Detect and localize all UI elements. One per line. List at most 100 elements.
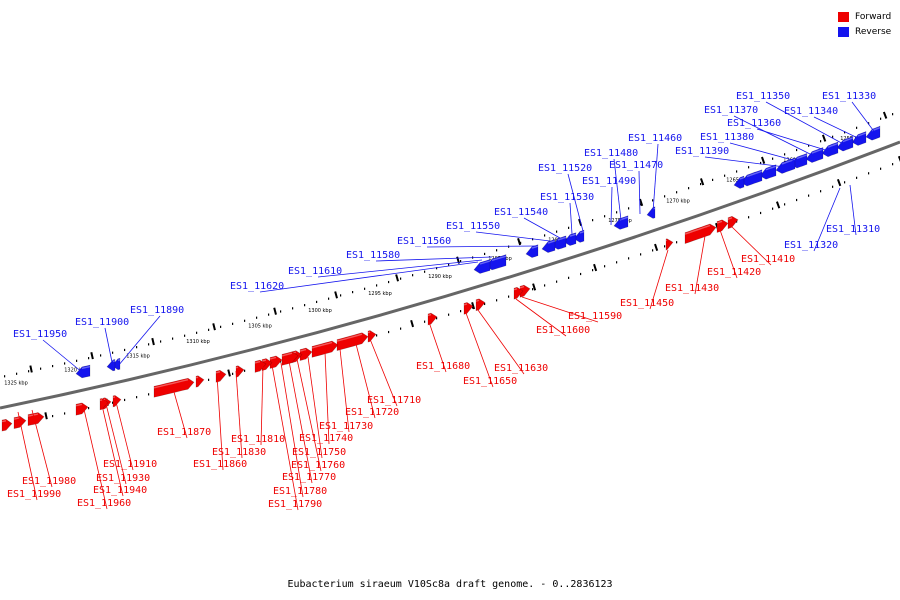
reverse-gene: [836, 135, 854, 152]
genome-caption: Eubacterium siraeum V10Sc8a draft genome…: [287, 579, 613, 590]
gene-highlight: [367, 331, 371, 334]
track-dot: [112, 401, 114, 404]
leader-line: [426, 245, 537, 248]
track-dot: [580, 272, 582, 276]
forward-gene: [195, 375, 205, 388]
gene-label: ES1_11710: [367, 395, 421, 406]
reverse-track: [75, 125, 881, 379]
gene-label: ES1_11610: [288, 266, 342, 277]
leader-line: [173, 391, 188, 439]
gene-label: ES1_11750: [292, 447, 346, 458]
leader-line: [428, 321, 447, 373]
gene-highlight: [81, 365, 91, 370]
gene-label: ES1_11420: [707, 267, 761, 278]
track-dot: [820, 190, 822, 193]
gene-label: ES1_11980: [22, 476, 76, 487]
track-dot: [664, 245, 666, 248]
leader-line: [355, 343, 376, 419]
forward-swatch: [838, 11, 849, 22]
leader-line: [730, 225, 772, 266]
track-dot: [652, 249, 654, 252]
track-dot: [244, 319, 246, 322]
track-dot: [256, 316, 258, 319]
track-dot: [772, 157, 774, 160]
gene-label: ES1_11360: [727, 118, 781, 129]
track-dot: [424, 270, 426, 273]
leader-line: [307, 356, 323, 459]
leader-line: [235, 370, 243, 459]
gene-label: ES1_11350: [736, 91, 790, 102]
track-major-tick: [395, 274, 400, 282]
leader-line: [733, 115, 817, 158]
gene-label: ES1_11770: [282, 472, 336, 483]
track-dot: [796, 148, 798, 152]
gene-label: ES1_11580: [346, 250, 400, 261]
track-major-tick: [593, 263, 598, 272]
gene-label: ES1_11650: [463, 376, 517, 387]
track-dot: [880, 117, 882, 120]
track-dot: [268, 313, 270, 316]
gene-label: ES1_11330: [822, 91, 876, 102]
leader-line: [765, 101, 848, 147]
track-dot: [460, 260, 462, 263]
gene-label: ES1_11530: [540, 192, 594, 203]
track-major-tick: [821, 134, 827, 142]
track-dot: [868, 172, 870, 175]
gene-label: ES1_11540: [494, 207, 548, 218]
track-dot: [844, 131, 846, 134]
leader-line: [104, 327, 114, 368]
track-dot: [364, 287, 366, 290]
gene-highlight: [1, 420, 7, 423]
track-dot: [508, 295, 510, 298]
forward-gene: [311, 340, 339, 358]
track-major-tick: [897, 155, 900, 164]
leader-line: [317, 259, 483, 278]
track-dot: [28, 370, 30, 373]
legend-reverse-label: Reverse: [855, 26, 892, 37]
track-dot: [148, 393, 150, 396]
track-dot: [388, 330, 390, 334]
gene-highlight: [557, 236, 567, 241]
track-major-tick: [654, 243, 659, 252]
track-dot: [280, 310, 282, 313]
track-dot: [556, 280, 558, 283]
track-dot: [376, 334, 378, 337]
track-dot: [388, 280, 390, 284]
forward-gene: [1, 418, 13, 432]
track-dot: [436, 267, 438, 270]
track-dot: [484, 302, 486, 306]
track-major-tick: [29, 365, 33, 373]
gene-label: ES1_11680: [416, 361, 470, 372]
gene-label: ES1_11490: [582, 176, 636, 187]
gene-label: ES1_11560: [397, 236, 451, 247]
gene-label: ES1_11340: [784, 106, 838, 117]
gene-highlight: [281, 352, 293, 357]
gene-label: ES1_11830: [212, 447, 266, 458]
gene-highlight: [811, 148, 824, 154]
track-dot: [124, 398, 126, 402]
track-major-tick: [90, 352, 94, 360]
track-dot: [328, 297, 330, 300]
gene-highlight: [311, 341, 333, 349]
track-dot: [184, 334, 186, 337]
track-dot: [436, 317, 438, 320]
track-dot: [592, 269, 594, 272]
track-dot: [568, 226, 570, 229]
gene-label: ES1_11780: [273, 486, 327, 497]
leader-line: [17, 411, 38, 501]
scale-label: 1320 kbp: [64, 368, 88, 374]
gene-highlight: [684, 224, 711, 235]
track-dot: [736, 170, 738, 173]
reverse-gene: [775, 157, 796, 174]
track-dot: [208, 378, 210, 381]
gene-label: ES1_11480: [584, 148, 638, 159]
track-dot: [832, 185, 834, 188]
gene-label: ES1_11520: [538, 163, 592, 174]
leader-line: [259, 261, 479, 293]
track-dot: [592, 219, 594, 222]
legend: Forward Reverse: [838, 9, 891, 39]
track-dot: [616, 261, 618, 264]
leader-line: [260, 365, 264, 446]
track-dot: [400, 327, 402, 330]
